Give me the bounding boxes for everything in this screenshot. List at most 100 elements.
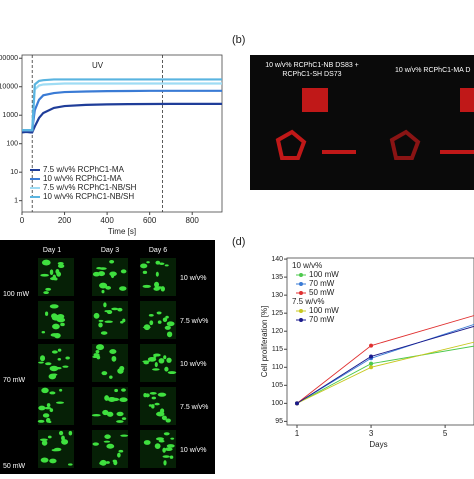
structure [322,150,356,154]
cell [41,331,46,334]
cell [41,259,51,266]
y-tick-label: 115 [272,346,283,353]
legend-label: 70 mW [309,279,335,288]
structure [440,150,474,154]
cell [95,349,100,354]
cell [100,331,108,335]
cell [51,315,61,321]
cell [119,286,127,291]
cell [98,322,103,328]
point [369,343,374,348]
cell [49,458,57,464]
cell [99,459,107,466]
x-label: Time [s] [108,227,136,236]
side-label: 10 w/v% [180,361,206,368]
cell [164,325,171,330]
well [140,387,176,425]
cell [166,357,172,363]
cell [170,437,175,440]
well [38,344,74,382]
series-group [22,78,222,134]
cell [119,366,125,371]
cell [96,355,101,360]
cell [167,371,177,375]
cell [68,430,73,436]
x-tick-label: 200 [58,216,72,225]
side-label: 10 w/v% [180,275,206,282]
cell [154,402,160,406]
cell [49,365,59,372]
cell [104,395,110,401]
cell [49,304,59,309]
cell [95,344,105,351]
panel-label: (b) [232,34,245,46]
cell [158,439,165,443]
line [296,345,474,404]
cell [68,463,73,466]
cell [162,317,168,323]
y-tick-label: 10 [10,169,18,176]
cell [40,273,49,277]
y-tick-label: 100 [6,141,18,148]
panel-b-text: 10 w/v% RCPhC1-NB DS83 + [265,62,359,69]
cell [47,435,52,439]
side-label: 10 w/v% [180,447,206,454]
cell [91,413,101,417]
cell [157,320,162,324]
cell [107,396,116,402]
cell [38,405,46,411]
cell [55,401,65,404]
legend-swatch [299,318,303,322]
cell [117,452,121,458]
cell [57,358,62,361]
cell [42,413,50,418]
cell [45,362,52,366]
cell [156,411,165,417]
cell [105,461,110,464]
x-tick-label: 0 [20,216,25,225]
y-tick-label: 120 [271,328,283,335]
cell [99,282,108,289]
cell [99,267,107,270]
cell [120,269,127,274]
cell [155,271,159,277]
tu-logo [460,88,474,112]
y-tick-label: 110 [272,364,283,371]
point [294,401,299,406]
line [22,78,222,132]
day-label: Day 6 [149,247,167,254]
cell [41,440,48,446]
cell [39,438,48,442]
cell [92,442,99,446]
cell [163,355,167,360]
cell [53,333,61,339]
cell [106,443,115,449]
cell [50,277,58,281]
y-label: Cell proliferation [%] [260,306,269,378]
cell [57,264,65,269]
cell [143,392,147,398]
legend-swatch [299,291,303,295]
cell [169,455,174,459]
y-tick-label: 125 [271,310,283,317]
y-tick-label: 105 [271,382,283,389]
cell [154,362,158,368]
cell [46,403,51,408]
cell [105,285,112,290]
cell [43,291,49,295]
cell [39,355,46,362]
y-tick-label: 130 [271,292,283,299]
cell [97,271,106,277]
cell [62,365,69,368]
x-tick-label: 800 [186,216,200,225]
cell [104,310,110,313]
well [38,387,74,425]
cell [51,350,58,354]
cell [104,434,111,439]
cell [142,284,151,288]
cell [40,457,49,463]
y-tick-label: 140 [271,256,283,263]
cell [113,460,118,466]
